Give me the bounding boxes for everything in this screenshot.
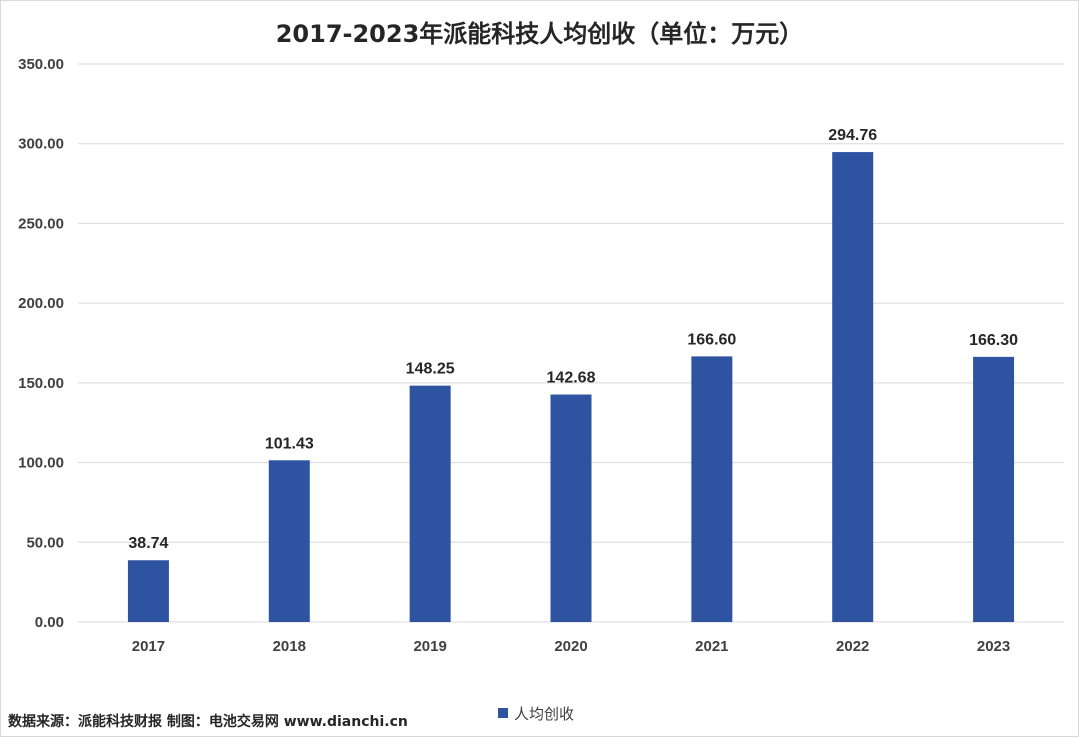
legend: 人均创收 [498, 703, 574, 723]
x-tick-label: 2023 [977, 638, 1010, 655]
x-tick-label: 2017 [132, 638, 165, 655]
x-tick-label: 2021 [695, 638, 728, 655]
bar-2017 [127, 560, 169, 622]
x-tick-label: 2018 [273, 638, 306, 655]
legend-swatch [498, 708, 508, 718]
data-label-2021: 166.60 [687, 331, 736, 348]
data-label-2023: 166.30 [969, 332, 1018, 349]
y-tick-label: 350.00 [18, 56, 64, 73]
source-note: 数据来源：派能科技财报 制图：电池交易网 www.dianchi.cn [8, 714, 408, 730]
data-label-2020: 142.68 [547, 370, 596, 387]
data-label-2019: 148.25 [406, 361, 455, 378]
bar-2019 [409, 385, 451, 622]
x-tick-label: 2020 [554, 638, 587, 655]
y-tick-label: 50.00 [26, 534, 64, 551]
y-tick-label: 0.00 [35, 614, 64, 631]
y-tick-label: 100.00 [18, 455, 64, 472]
bar-2018 [268, 460, 310, 622]
y-tick-label: 300.00 [18, 136, 64, 153]
bar-2021 [691, 356, 733, 622]
chart-title: 2017-2023年派能科技人均创收（单位：万元） [275, 20, 804, 48]
bar-2022 [832, 152, 874, 622]
bar-2023 [973, 356, 1015, 622]
y-tick-label: 200.00 [18, 295, 64, 312]
legend-label: 人均创收 [514, 704, 575, 723]
data-label-2017: 38.74 [128, 535, 168, 552]
y-tick-label: 250.00 [18, 215, 64, 232]
x-tick-label: 2019 [413, 638, 446, 655]
y-tick-label: 150.00 [18, 375, 64, 392]
bar-2020 [550, 394, 592, 622]
data-label-2022: 294.76 [828, 127, 877, 144]
data-label-2018: 101.43 [265, 435, 314, 452]
x-tick-label: 2022 [836, 638, 869, 655]
